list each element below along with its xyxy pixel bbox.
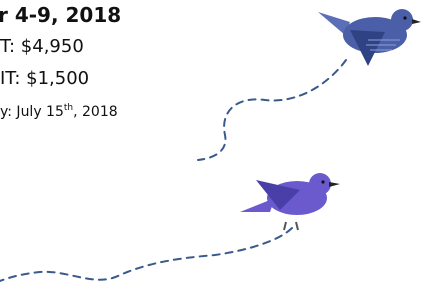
- deposit: IT: $1,500: [0, 68, 89, 89]
- deadline: y: July 15th, 2018: [0, 103, 118, 120]
- deadline-suffix: th: [64, 103, 73, 113]
- flyer: r 4-9, 2018 T: $4,950 IT: $1,500 y: July…: [0, 0, 422, 291]
- deadline-year: , 2018: [73, 104, 118, 120]
- blue-bird: [318, 9, 421, 66]
- page: r 4-9, 2018 T: $4,950 IT: $1,500 y: July…: [0, 0, 422, 291]
- deadline-text: y: July 15: [0, 104, 64, 120]
- purple-bird: [240, 173, 340, 230]
- flight-path: [0, 228, 292, 281]
- flight-path: [198, 60, 346, 160]
- dates: r 4-9, 2018: [0, 3, 121, 27]
- cost: T: $4,950: [0, 36, 84, 57]
